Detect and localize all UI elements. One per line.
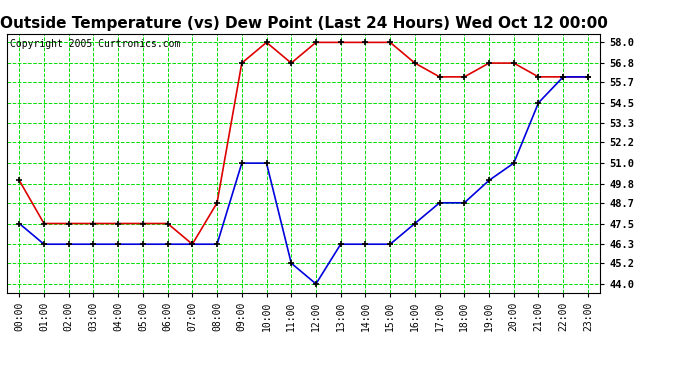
Text: Copyright 2005 Curtronics.com: Copyright 2005 Curtronics.com — [10, 39, 180, 49]
Title: Outside Temperature (vs) Dew Point (Last 24 Hours) Wed Oct 12 00:00: Outside Temperature (vs) Dew Point (Last… — [0, 16, 607, 31]
